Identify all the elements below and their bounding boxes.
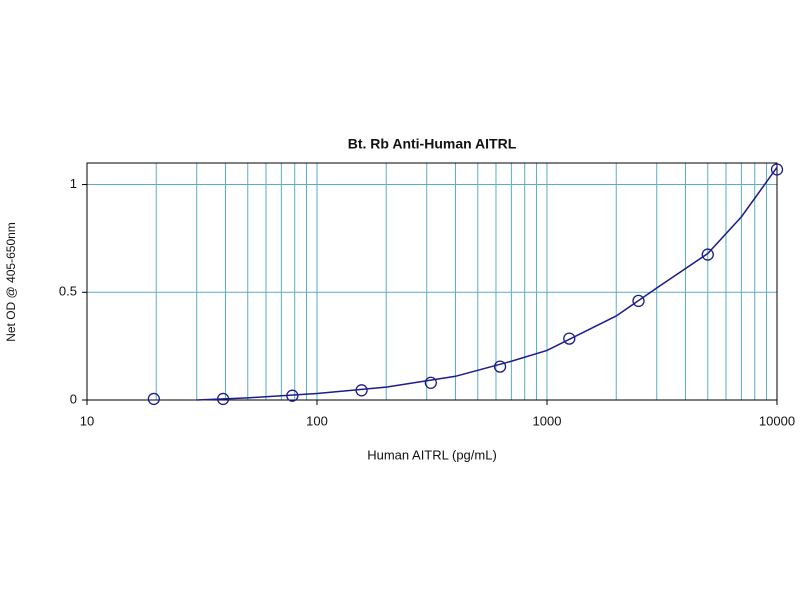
y-tick-label: 0 xyxy=(70,391,77,406)
plot-frame xyxy=(86,162,778,401)
data-point xyxy=(216,392,230,406)
y-tick-label: 0.5 xyxy=(59,284,77,299)
x-tick-label: 10 xyxy=(80,413,94,428)
data-point xyxy=(493,360,507,373)
data-point xyxy=(147,392,161,406)
x-tick-label: 100 xyxy=(306,413,328,428)
y-tick-label: 1 xyxy=(70,176,77,191)
data-point xyxy=(701,248,714,261)
x-axis-label: Human AITRL (pg/mL) xyxy=(367,447,497,462)
data-point xyxy=(424,376,437,389)
chart-title: Bt. Rb Anti-Human AITRL xyxy=(348,136,517,152)
data-point xyxy=(355,384,368,397)
data-point xyxy=(286,389,299,402)
data-point xyxy=(563,332,576,345)
x-tick-label: 10000 xyxy=(759,413,795,428)
x-tick-label: 1000 xyxy=(533,413,562,428)
data-point xyxy=(770,163,784,176)
data-point xyxy=(632,294,645,308)
fit-curve xyxy=(196,166,778,401)
y-axis-label: Net OD @ 405-650nm xyxy=(4,222,18,342)
